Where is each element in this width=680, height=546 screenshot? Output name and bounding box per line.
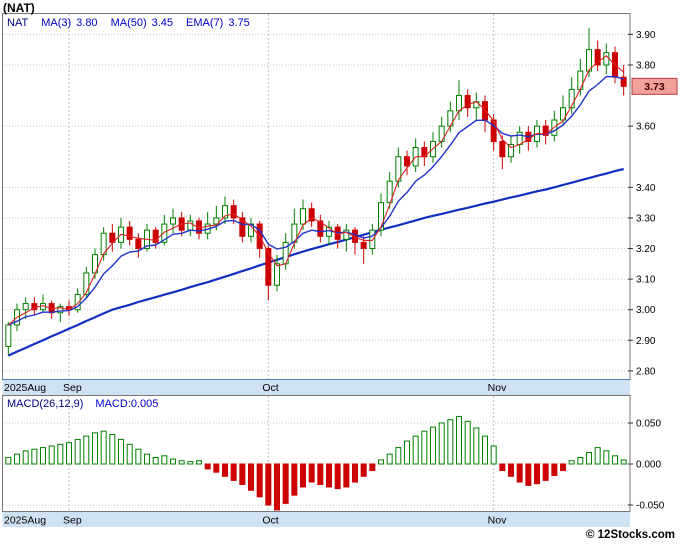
svg-text:3.60: 3.60: [636, 122, 656, 133]
ma3-line: [7, 55, 625, 326]
svg-text:Oct: Oct: [262, 515, 278, 527]
svg-text:Oct: Oct: [262, 382, 278, 394]
svg-text:3.80: 3.80: [636, 60, 656, 71]
legend-ma50: MA(50) 3.45: [111, 17, 173, 29]
svg-text:2.80: 2.80: [636, 366, 656, 377]
svg-text:2.90: 2.90: [636, 336, 656, 347]
svg-text:3.10: 3.10: [636, 275, 656, 286]
candlesticks: [5, 28, 627, 356]
macd-legend-label: MACD(26,12,9): [7, 398, 84, 410]
svg-text:-0.050: -0.050: [636, 501, 665, 512]
svg-text:0.000: 0.000: [636, 460, 661, 471]
svg-text:3.30: 3.30: [636, 213, 656, 224]
svg-text:Sep: Sep: [63, 515, 82, 527]
main-chart-legend: NAT MA(3) 3.80 MA(50) 3.45 EMA(7) 3.75: [7, 17, 250, 29]
copyright-watermark: © 12Stocks.com: [585, 529, 675, 541]
macd-legend: MACD(26,12,9) MACD:0.005: [7, 398, 158, 410]
ma50-line: [7, 167, 624, 357]
price-axis: 3.90 3.80 3.60 3.40 3.30 3.20 3.10 3.00 2.90 2.80: [628, 30, 656, 377]
svg-text:3.20: 3.20: [636, 244, 656, 255]
svg-text:Sep: Sep: [63, 382, 82, 394]
svg-text:3.90: 3.90: [636, 30, 656, 41]
legend-ema7: EMA(7) 3.75: [186, 17, 250, 29]
legend-ma3-value: 3.80: [76, 17, 98, 29]
chart-backgrounds: [2, 13, 630, 512]
svg-text:Nov: Nov: [488, 515, 507, 527]
macd-histogram: [5, 415, 627, 511]
svg-text:2025Aug: 2025Aug: [4, 515, 46, 527]
page-title: (NAT): [3, 1, 35, 15]
legend-ema7-value: 3.75: [228, 17, 250, 29]
macd-axis: 0.050 0.000 -0.050: [628, 419, 665, 512]
svg-text:2025Aug: 2025Aug: [4, 382, 46, 394]
svg-text:Nov: Nov: [488, 382, 507, 394]
svg-text:0.050: 0.050: [636, 419, 661, 430]
svg-text:3.00: 3.00: [636, 305, 656, 316]
ema7-line: [8, 75, 624, 326]
svg-text:3.73: 3.73: [644, 81, 665, 93]
svg-text:3.40: 3.40: [636, 183, 656, 194]
ticker-symbol: NAT: [7, 17, 29, 29]
legend-ema7-label: EMA(7): [186, 17, 224, 29]
macd-legend-value: MACD:0.005: [95, 398, 159, 410]
legend-ma50-value: 3.45: [151, 17, 174, 29]
legend-ma50-label: MA(50): [110, 17, 147, 29]
current-price-badge: 3.73: [631, 77, 678, 95]
macd-plot-border: [2, 395, 631, 512]
legend-ma3-label: MA(3): [41, 17, 72, 29]
date-axis-bands: 2025Aug Sep Oct Nov 2025Aug Sep Oct Nov: [2, 379, 630, 527]
legend-ma3: MA(3) 3.80: [41, 17, 97, 29]
